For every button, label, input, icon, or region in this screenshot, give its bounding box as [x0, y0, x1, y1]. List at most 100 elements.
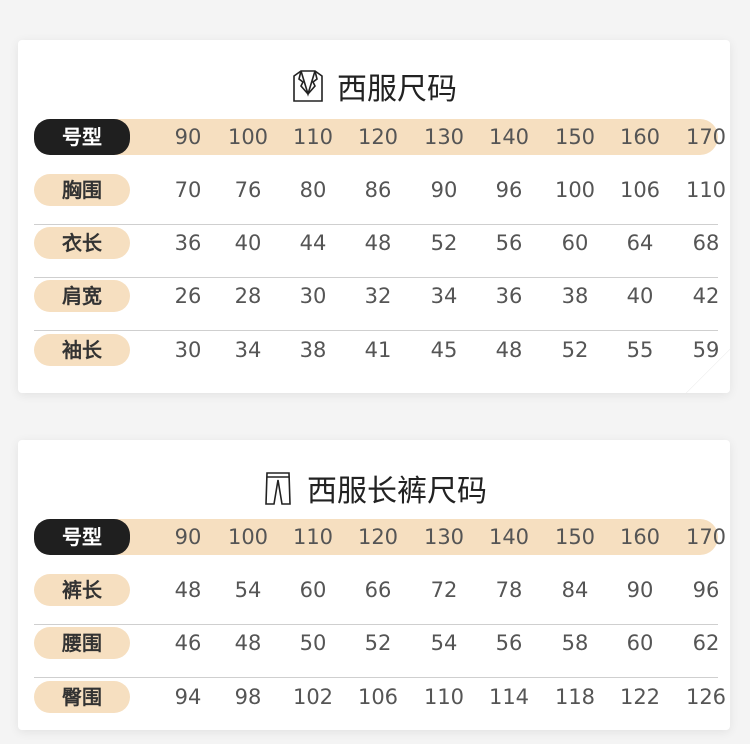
size-value: 40: [234, 231, 262, 255]
size-value: 140: [488, 525, 530, 549]
size-value: 32: [364, 284, 392, 308]
size-value: 54: [234, 578, 262, 602]
size-value: 120: [357, 125, 399, 149]
size-value: 28: [234, 284, 262, 308]
size-value: 56: [495, 631, 523, 655]
table-row: 袖长 30 34 38 41 45 48 52 55 59: [34, 332, 719, 368]
row-label: 肩宽: [34, 280, 130, 312]
size-value: 126: [685, 685, 727, 709]
size-value: 60: [299, 578, 327, 602]
size-value: 38: [561, 284, 589, 308]
row-label: 胸围: [34, 174, 130, 206]
size-value: 90: [174, 525, 202, 549]
size-value: 102: [292, 685, 334, 709]
size-value: 160: [619, 525, 661, 549]
table-row: 肩宽 26 28 30 32 34 36 38 40 42: [34, 278, 719, 331]
size-value: 64: [626, 231, 654, 255]
size-value: 55: [626, 338, 654, 362]
size-value: 42: [692, 284, 720, 308]
size-value: 110: [292, 525, 334, 549]
size-value: 86: [364, 178, 392, 202]
size-value: 48: [234, 631, 262, 655]
size-value: 122: [619, 685, 661, 709]
header-row: 号型 90 100 110 120 130 140 150 160 170: [34, 119, 726, 155]
size-value: 48: [174, 578, 202, 602]
size-value: 58: [561, 631, 589, 655]
size-value: 100: [554, 178, 596, 202]
row-label: 衣长: [34, 227, 130, 259]
size-value: 26: [174, 284, 202, 308]
size-value: 110: [685, 178, 727, 202]
size-value: 100: [227, 125, 269, 149]
size-value: 70: [174, 178, 202, 202]
size-value: 54: [430, 631, 458, 655]
size-value: 140: [488, 125, 530, 149]
size-value: 110: [292, 125, 334, 149]
row-label: 袖长: [34, 334, 130, 366]
size-value: 130: [423, 125, 465, 149]
size-value: 118: [554, 685, 596, 709]
size-value: 68: [692, 231, 720, 255]
size-value: 66: [364, 578, 392, 602]
size-value: 52: [430, 231, 458, 255]
size-value: 72: [430, 578, 458, 602]
size-value: 170: [685, 125, 727, 149]
size-value: 130: [423, 525, 465, 549]
size-value: 52: [561, 338, 589, 362]
table-row: 衣长 36 40 44 48 52 56 60 64 68: [34, 225, 719, 278]
suit-size-card: 西服尺码 号型 90 100 110 120 130 140 150 160 170 胸围 70 76 8…: [18, 40, 730, 393]
size-value: 48: [495, 338, 523, 362]
size-value: 59: [692, 338, 720, 362]
size-value: 150: [554, 525, 596, 549]
size-value: 80: [299, 178, 327, 202]
size-value: 120: [357, 525, 399, 549]
row-label: 号型: [34, 119, 130, 155]
size-value: 150: [554, 125, 596, 149]
size-value: 34: [430, 284, 458, 308]
table-row: 胸围 70 76 80 86 90 96 100 106 110: [34, 172, 726, 225]
size-value: 38: [299, 338, 327, 362]
size-value: 160: [619, 125, 661, 149]
suit-title: 西服尺码: [18, 64, 730, 108]
suit-jacket-icon: [293, 70, 323, 102]
size-value: 46: [174, 631, 202, 655]
size-value: 60: [561, 231, 589, 255]
size-value: 40: [626, 284, 654, 308]
size-value: 90: [430, 178, 458, 202]
table-row: 腰围 46 48 50 52 54 56 58 60 62: [34, 625, 719, 678]
size-value: 106: [619, 178, 661, 202]
table-row: 臀围 94 98 102 106 110 114 118 122 126: [34, 679, 726, 715]
size-value: 114: [488, 685, 530, 709]
size-value: 30: [174, 338, 202, 362]
size-value: 90: [174, 125, 202, 149]
suit-title-text: 西服尺码: [337, 72, 457, 107]
size-value: 96: [692, 578, 720, 602]
size-value: 78: [495, 578, 523, 602]
size-value: 94: [174, 685, 202, 709]
size-value: 34: [234, 338, 262, 362]
row-label: 裤长: [34, 574, 130, 606]
size-value: 56: [495, 231, 523, 255]
size-value: 60: [626, 631, 654, 655]
size-value: 30: [299, 284, 327, 308]
size-value: 106: [357, 685, 399, 709]
row-label: 腰围: [34, 627, 130, 659]
pants-title-text: 西服长裤尺码: [307, 474, 487, 509]
size-value: 36: [495, 284, 523, 308]
size-value: 96: [495, 178, 523, 202]
pants-title: 西服长裤尺码: [18, 466, 730, 510]
size-value: 52: [364, 631, 392, 655]
size-value: 50: [299, 631, 327, 655]
size-value: 90: [626, 578, 654, 602]
size-value: 36: [174, 231, 202, 255]
header-row: 号型 90 100 110 120 130 140 150 160 170: [34, 519, 726, 555]
row-label: 号型: [34, 519, 130, 555]
size-value: 84: [561, 578, 589, 602]
table-row: 裤长 48 54 60 66 72 78 84 90 96: [34, 572, 719, 625]
size-value: 100: [227, 525, 269, 549]
size-value: 76: [234, 178, 262, 202]
size-value: 44: [299, 231, 327, 255]
size-value: 110: [423, 685, 465, 709]
size-value: 62: [692, 631, 720, 655]
size-value: 48: [364, 231, 392, 255]
